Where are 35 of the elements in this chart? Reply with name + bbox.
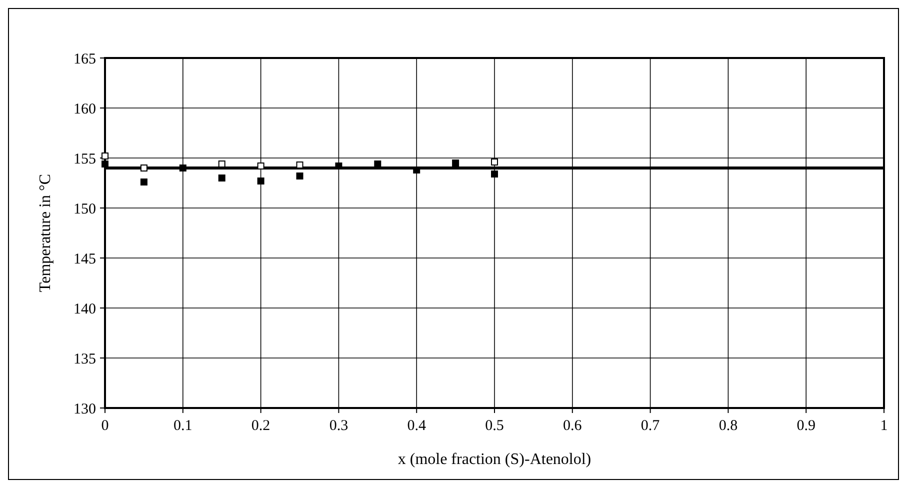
x-tick-label: 0.1 [174, 418, 192, 434]
y-tick-label: 165 [74, 51, 96, 68]
y-tick-label: 160 [74, 101, 96, 118]
y-tick-label: 135 [74, 351, 96, 368]
point [140, 164, 148, 172]
point [491, 170, 498, 178]
x-tick-label: 0.4 [407, 418, 426, 434]
x-tick-label: 0.3 [329, 418, 348, 434]
y-tick-label: 155 [74, 151, 96, 168]
point [140, 178, 148, 186]
point [257, 178, 264, 184]
point [296, 162, 304, 168]
x-tick-label: 0.7 [640, 418, 660, 434]
x-tick-label: 1 [880, 418, 888, 434]
point [452, 160, 460, 166]
x-tick-label: 0.9 [796, 418, 816, 434]
x-tick-label: 0.8 [718, 418, 738, 434]
x-axis-title: x (mole fraction (S)-Atenolol) [398, 451, 592, 468]
point [491, 158, 498, 166]
x-tick-label: 0.2 [251, 418, 270, 434]
point [257, 162, 264, 170]
y-tick-label: 150 [74, 201, 96, 218]
x-tick-label: 0.5 [485, 418, 504, 434]
y-tick-label: 140 [74, 301, 96, 318]
point [374, 160, 382, 168]
point [218, 160, 226, 168]
point [179, 164, 186, 172]
point [102, 160, 108, 168]
y-tick-label: 145 [74, 251, 96, 268]
x-tick-label: 0.6 [563, 418, 582, 434]
point [218, 174, 226, 182]
x-tick-label: 0 [101, 418, 109, 434]
y-tick-label: 130 [74, 401, 96, 418]
point [296, 172, 304, 180]
y-axis-title: Temperature in °C [37, 174, 54, 292]
